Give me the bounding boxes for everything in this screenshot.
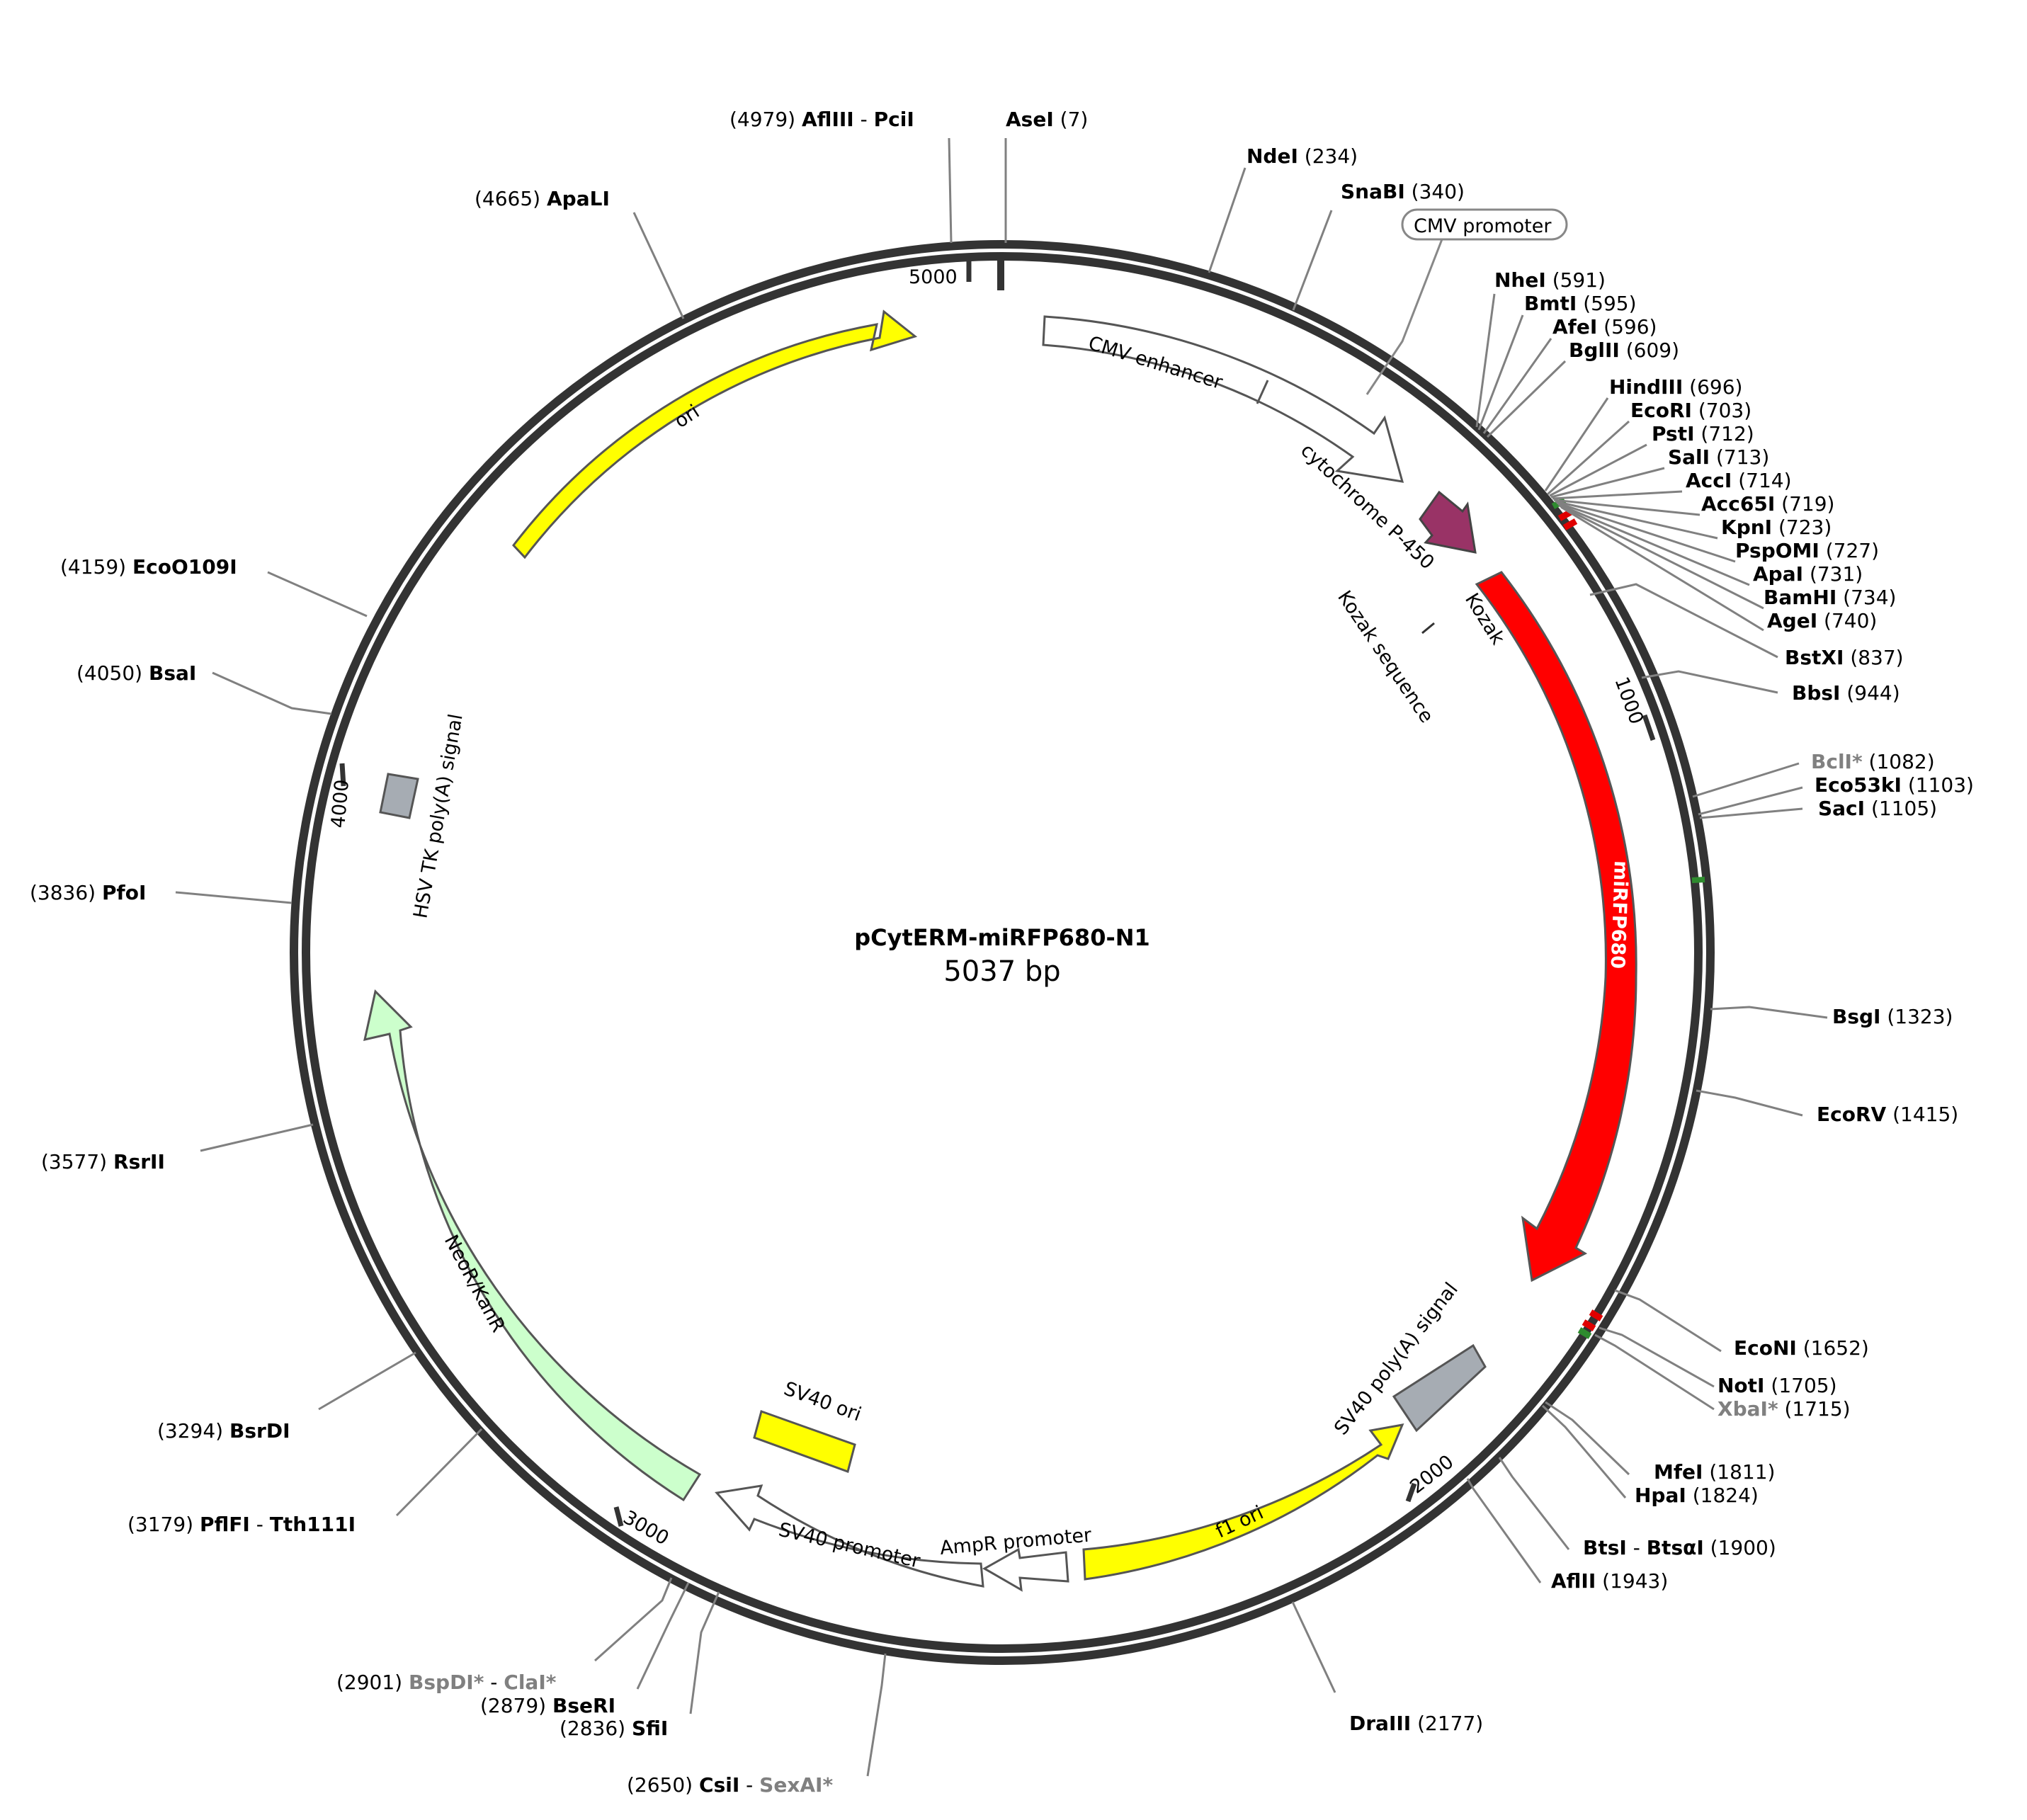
feature-ori — [512, 309, 918, 559]
backbone-outer — [290, 240, 1715, 1665]
site-label: (3836) PfoI — [30, 881, 146, 904]
site-label: BglII (609) — [1569, 339, 1679, 362]
site-label: KpnI (723) — [1721, 516, 1832, 539]
site-label: HpaI (1824) — [1635, 1484, 1759, 1507]
kozak-sequence-marker — [1421, 622, 1435, 635]
plasmid-name: pCytERM-miRFP680-N1 — [854, 924, 1150, 951]
site-label: BclI* (1082) — [1811, 750, 1935, 773]
site-labels: (4979) AflIII - PciI AseI (7) NdeI (234)… — [30, 108, 1974, 1797]
backbone-inner — [302, 252, 1703, 1653]
features — [363, 309, 1637, 1592]
site-leaders — [175, 137, 1828, 1777]
feature-cmv-enhancer — [1042, 315, 1404, 483]
site-label: (4050) BsaI — [76, 661, 196, 685]
tick-label-2000: 2000 — [1406, 1451, 1458, 1498]
site-label: NotI (1705) — [1717, 1374, 1837, 1397]
site-label: SalI (713) — [1668, 445, 1769, 469]
site-label: (2901) BspDI* - ClaI* — [336, 1671, 557, 1694]
site-label: MfeI (1811) — [1654, 1460, 1775, 1484]
site-label: BstXI (837) — [1785, 646, 1904, 669]
site-label: AccI (714) — [1686, 469, 1792, 492]
tick-label-5000: 5000 — [909, 266, 958, 288]
site-label: BmtI (595) — [1524, 292, 1637, 315]
site-label: PspOMI (727) — [1735, 539, 1879, 562]
site-label: EcoRV (1415) — [1817, 1103, 1958, 1126]
site-label: EcoNI (1652) — [1734, 1336, 1869, 1360]
cmv-promoter-leader — [1365, 239, 1443, 395]
feature-f1-ori — [1082, 1423, 1404, 1581]
label-cmv-promoter: CMV promoter — [1414, 215, 1552, 237]
site-label: BamHI (734) — [1764, 586, 1896, 609]
site-label: (2650) CsiI - SexAI* — [627, 1773, 833, 1797]
site-label: DraIII (2177) — [1349, 1712, 1483, 1735]
site-label: BbsI (944) — [1792, 681, 1900, 705]
site-label: AgeI (740) — [1767, 609, 1877, 632]
tick-label-4000: 4000 — [327, 778, 353, 829]
site-label: SacI (1105) — [1818, 797, 1937, 820]
position-ticks — [339, 258, 1656, 1527]
feature-hsv-tk-polya — [379, 773, 419, 819]
feature-neor-kanr — [363, 989, 702, 1502]
feature-ampr-promoter — [982, 1547, 1069, 1592]
plasmid-size: 5037 bp — [943, 955, 1060, 988]
site-label: AfeI (596) — [1552, 315, 1657, 339]
label-sv40-polya: SV40 poly(A) signal — [1330, 1278, 1463, 1439]
label-neor-kanr: NeoR/KanR — [440, 1232, 509, 1336]
cmv-promoter-box — [1401, 208, 1568, 241]
feature-sv40-ori — [753, 1410, 856, 1473]
feature-cytochrome-p450 — [1419, 490, 1477, 554]
site-label: (2879) BseRI — [480, 1694, 615, 1717]
label-hsv-tk-polya: HSV TK poly(A) signal — [409, 712, 467, 920]
site-label: XbaI* (1715) — [1717, 1397, 1851, 1421]
site-label: BsgI (1323) — [1832, 1005, 1953, 1028]
label-sv40-ori: SV40 ori — [781, 1377, 864, 1426]
site-label: Acc65I (719) — [1701, 492, 1834, 516]
site-label: (3294) BsrDI — [157, 1419, 290, 1443]
site-label: (3179) PflFI - Tth111I — [127, 1513, 356, 1536]
site-label: BtsI - BtsαI (1900) — [1583, 1536, 1776, 1559]
feature-mirfp680 — [1475, 571, 1637, 1282]
label-kozak-sequence: Kozak sequence — [1333, 587, 1438, 727]
cmv-promoter-callout: CMV promoter — [1365, 208, 1568, 395]
backbone-marks — [1551, 497, 1705, 1339]
label-mirfp680: miRFP680 — [1606, 860, 1632, 969]
site-label: PstI (712) — [1652, 422, 1754, 445]
feature-sv40-polya — [1392, 1343, 1487, 1433]
label-sv40-promoter: SV40 promoter — [776, 1519, 922, 1573]
site-label: (4665) ApaLI — [475, 187, 610, 210]
site-label: Eco53kI (1103) — [1815, 773, 1974, 797]
site-label: ApaI (731) — [1753, 562, 1863, 586]
site-label: EcoRI (703) — [1630, 399, 1751, 422]
site-label: AseI (7) — [1006, 108, 1088, 131]
site-label: NheI (591) — [1494, 268, 1606, 292]
feature-sv40-promoter — [715, 1484, 984, 1588]
site-label: SnaBI (340) — [1341, 180, 1465, 203]
site-label: AflII (1943) — [1551, 1569, 1668, 1593]
site-label: (3577) RsrII — [41, 1150, 165, 1173]
site-label: (4159) EcoO109I — [60, 555, 237, 579]
site-label: HindIII (696) — [1609, 375, 1742, 399]
site-label: NdeI (234) — [1247, 144, 1358, 168]
site-label: (2836) SfiI — [560, 1717, 668, 1740]
site-label: (4979) AflIII - PciI — [729, 108, 914, 131]
